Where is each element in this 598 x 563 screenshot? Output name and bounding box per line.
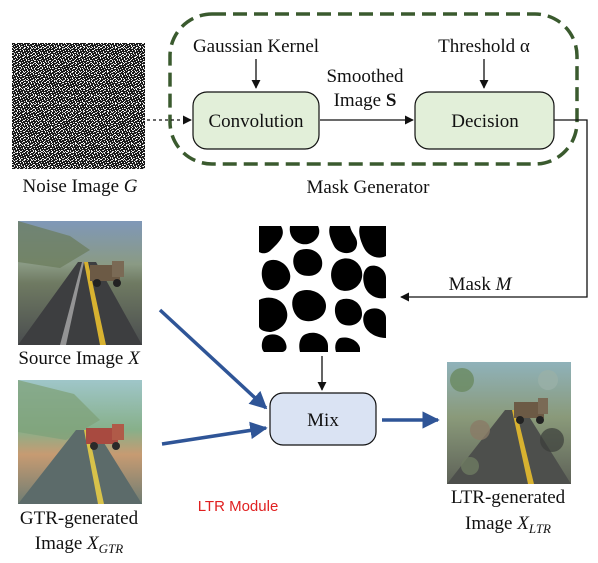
gtr-image — [18, 380, 142, 504]
threshold-label: Threshold α — [438, 36, 530, 57]
mask-generator-label: Mask Generator — [307, 177, 431, 198]
mix-box — [269, 392, 377, 446]
ltr-image-label-line1: LTR-generated — [451, 487, 566, 508]
convolution-box — [192, 91, 320, 150]
ltr-module-label: LTR Module — [198, 498, 279, 515]
source-image-label: Source Image X — [18, 348, 141, 369]
smoothed-label-line1: Smoothed — [326, 66, 404, 87]
ltr-image — [447, 362, 571, 484]
mask-label: Mask M — [449, 274, 513, 295]
decision-label: Decision — [451, 111, 519, 132]
decision-to-mask-arrow — [400, 119, 588, 302]
source-to-mix-arrow — [158, 308, 268, 410]
gaussian-kernel-label: Gaussian Kernel — [193, 36, 319, 57]
mix-label: Mix — [307, 410, 339, 431]
noise-image-label: Noise Image G — [22, 176, 137, 197]
gtr-to-mix-arrow — [161, 421, 268, 446]
mask-generator-region — [168, 12, 579, 166]
mask-image — [259, 226, 386, 352]
ltr-image-label-line2: Image XLTR — [465, 513, 551, 536]
gtr-image-label-line2: Image XGTR — [35, 533, 123, 556]
gtr-image-label-line1: GTR-generated — [20, 508, 139, 529]
smoothed-label-line2: Image S — [334, 90, 397, 111]
source-image — [18, 221, 142, 345]
noise-image — [12, 43, 145, 169]
convolution-label: Convolution — [208, 111, 304, 132]
